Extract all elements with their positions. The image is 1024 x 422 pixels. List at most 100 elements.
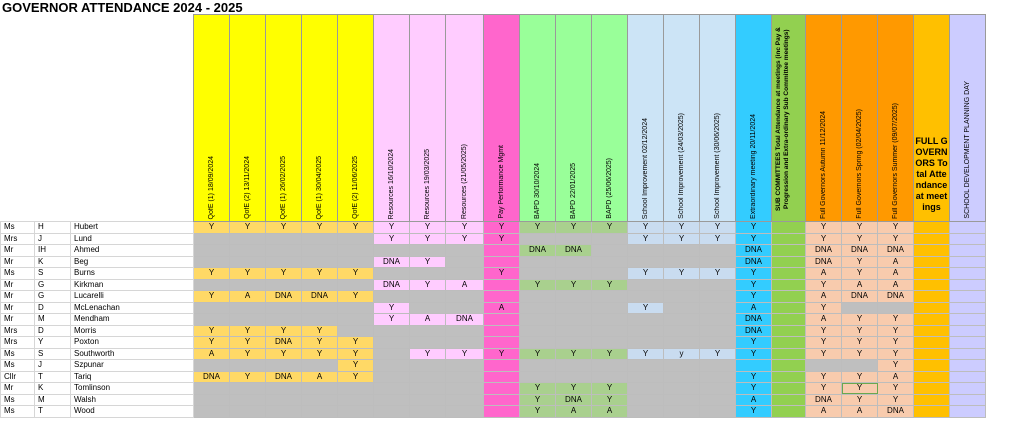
attendance-cell[interactable] (913, 324, 950, 337)
attendance-cell[interactable]: y (663, 347, 700, 360)
attendance-cell[interactable] (265, 232, 302, 245)
attendance-cell[interactable] (591, 232, 628, 245)
attendance-cell[interactable] (373, 359, 410, 372)
governor-name[interactable]: Ahmed (70, 244, 194, 257)
attendance-cell[interactable] (591, 336, 628, 349)
attendance-cell[interactable] (591, 301, 628, 314)
attendance-cell[interactable] (627, 405, 664, 418)
attendance-cell[interactable] (519, 232, 556, 245)
attendance-cell[interactable]: Y (519, 347, 556, 360)
governor-name[interactable]: Lund (70, 232, 194, 245)
attendance-cell[interactable] (445, 405, 484, 418)
attendance-cell[interactable]: A (841, 278, 878, 291)
attendance-cell[interactable] (627, 255, 664, 268)
attendance-cell[interactable]: DNA (805, 255, 842, 268)
attendance-cell[interactable] (229, 255, 266, 268)
governor-title[interactable]: Mr (0, 382, 35, 395)
attendance-cell[interactable] (229, 301, 266, 314)
attendance-cell[interactable] (229, 278, 266, 291)
attendance-cell[interactable]: Y (841, 313, 878, 326)
attendance-cell[interactable] (409, 336, 446, 349)
attendance-cell[interactable]: Y (409, 255, 446, 268)
attendance-cell[interactable]: Y (699, 232, 736, 245)
attendance-cell[interactable]: Y (555, 278, 592, 291)
attendance-cell[interactable] (627, 359, 664, 372)
attendance-cell[interactable] (913, 313, 950, 326)
attendance-cell[interactable] (699, 359, 736, 372)
attendance-cell[interactable]: Y (877, 336, 914, 349)
attendance-cell[interactable] (373, 244, 410, 257)
attendance-cell[interactable] (301, 301, 338, 314)
governor-initial[interactable]: J (34, 232, 71, 245)
attendance-cell[interactable] (949, 393, 986, 406)
attendance-cell[interactable] (949, 336, 986, 349)
attendance-cell[interactable]: Y (337, 290, 374, 303)
attendance-cell[interactable] (555, 313, 592, 326)
column-header-12[interactable]: School Improvement 02/12/2024 (627, 14, 664, 222)
attendance-cell[interactable] (913, 244, 950, 257)
attendance-cell[interactable] (373, 324, 410, 337)
attendance-cell[interactable]: Y (265, 324, 302, 337)
attendance-cell[interactable] (409, 370, 446, 383)
attendance-cell[interactable]: Y (265, 347, 302, 360)
attendance-cell[interactable] (301, 405, 338, 418)
attendance-cell[interactable]: Y (445, 221, 484, 234)
attendance-cell[interactable]: DNA (841, 290, 878, 303)
attendance-cell[interactable] (627, 382, 664, 395)
attendance-cell[interactable] (949, 244, 986, 257)
attendance-cell[interactable]: Y (663, 221, 700, 234)
attendance-cell[interactable] (337, 255, 374, 268)
attendance-cell[interactable]: DNA (735, 255, 772, 268)
attendance-cell[interactable] (483, 405, 520, 418)
attendance-cell[interactable] (699, 255, 736, 268)
attendance-cell[interactable]: DNA (877, 405, 914, 418)
attendance-cell[interactable] (229, 313, 266, 326)
attendance-cell[interactable] (663, 393, 700, 406)
governor-name[interactable]: Southworth (70, 347, 194, 360)
attendance-cell[interactable]: Y (735, 278, 772, 291)
attendance-cell[interactable]: A (805, 405, 842, 418)
attendance-cell[interactable]: DNA (373, 278, 410, 291)
attendance-cell[interactable]: A (193, 347, 230, 360)
attendance-cell[interactable] (591, 290, 628, 303)
attendance-cell[interactable]: DNA (301, 290, 338, 303)
attendance-cell[interactable] (337, 324, 374, 337)
attendance-cell[interactable] (913, 405, 950, 418)
attendance-cell[interactable]: Y (699, 347, 736, 360)
attendance-cell[interactable] (591, 267, 628, 280)
attendance-cell[interactable]: Y (841, 347, 878, 360)
attendance-cell[interactable] (949, 324, 986, 337)
attendance-cell[interactable]: Y (735, 267, 772, 280)
attendance-cell[interactable] (699, 278, 736, 291)
attendance-cell[interactable] (949, 232, 986, 245)
column-header-3[interactable]: QofE (1) 30/04/2025 (301, 14, 338, 222)
attendance-cell[interactable]: Y (193, 221, 230, 234)
attendance-cell[interactable] (949, 221, 986, 234)
attendance-cell[interactable] (771, 347, 806, 360)
attendance-cell[interactable]: Y (699, 267, 736, 280)
attendance-cell[interactable] (913, 232, 950, 245)
governor-initial[interactable]: M (34, 393, 71, 406)
column-header-6[interactable]: Resources 19/03/2025 (409, 14, 446, 222)
attendance-cell[interactable] (337, 405, 374, 418)
attendance-cell[interactable] (519, 324, 556, 337)
attendance-cell[interactable] (771, 359, 806, 372)
governor-name[interactable]: Morris (70, 324, 194, 337)
attendance-cell[interactable] (591, 313, 628, 326)
attendance-cell[interactable]: Y (805, 324, 842, 337)
attendance-cell[interactable] (913, 290, 950, 303)
attendance-cell[interactable] (337, 393, 374, 406)
attendance-cell[interactable] (409, 382, 446, 395)
governor-title[interactable]: Mrs (0, 232, 35, 245)
attendance-cell[interactable] (193, 301, 230, 314)
attendance-cell[interactable] (699, 301, 736, 314)
attendance-cell[interactable]: DNA (841, 244, 878, 257)
attendance-cell[interactable] (409, 290, 446, 303)
attendance-cell[interactable] (373, 336, 410, 349)
attendance-cell[interactable] (265, 313, 302, 326)
attendance-cell[interactable] (627, 324, 664, 337)
attendance-cell[interactable] (805, 359, 842, 372)
governor-title[interactable]: Mrs (0, 324, 35, 337)
attendance-cell[interactable] (373, 382, 410, 395)
attendance-cell[interactable] (301, 244, 338, 257)
